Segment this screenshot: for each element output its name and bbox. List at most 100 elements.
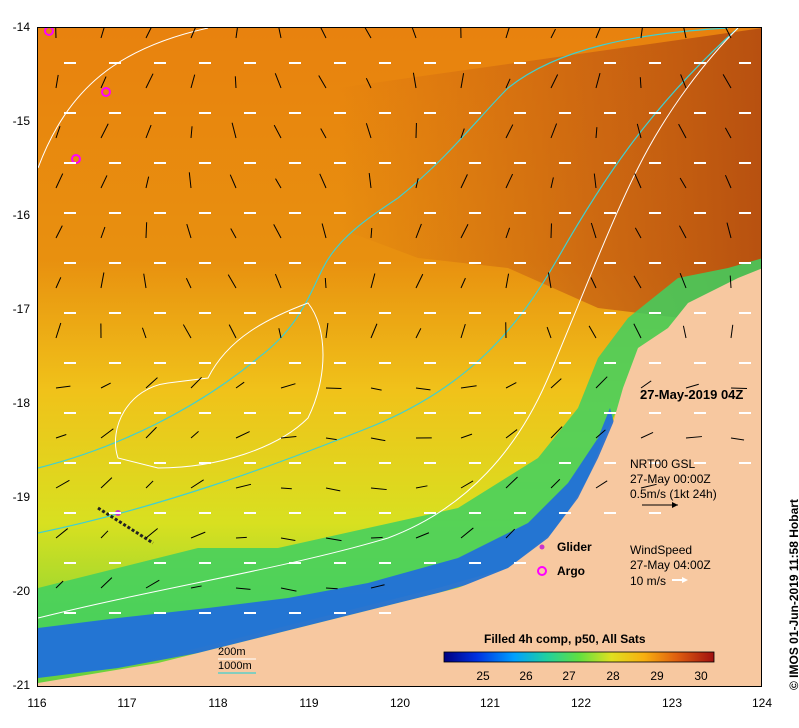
current-arrow [412,72,417,89]
current-arrow [722,74,732,89]
colorbar-tick-label: 25 [476,669,490,683]
current-arrow [275,178,282,189]
current-arrow [190,531,206,539]
current-arrow [235,28,238,39]
current-arrow [235,483,252,489]
current-arrow [679,225,687,239]
current-arrow [55,74,59,89]
current-arrow [415,532,430,539]
current-arrow [415,387,431,391]
current-arrow [460,73,465,89]
current-arrow [590,277,597,289]
current-arrow [460,277,466,289]
current-arrow [280,587,297,592]
current-arrow [505,28,510,39]
current-arrow [726,222,732,239]
current-arrow [370,227,373,239]
current-arrow [235,431,250,439]
current-arrow [550,426,563,439]
current-arrow [321,223,327,239]
current-arrow [547,272,552,289]
y-tick-label: -15 [12,114,30,128]
current-arrow [370,437,386,442]
colorbar [443,651,715,663]
current-arrow [730,437,745,441]
y-tick-label: -19 [12,490,30,504]
isobath-200m-north [38,28,209,169]
x-tick-label: 120 [389,696,411,710]
isobath-200-label: 200m [218,646,246,658]
colorbar-tick-label: 29 [650,669,664,683]
current-arrow [190,28,196,39]
current-arrow [55,479,70,489]
wind-product-label: WindSpeed [630,543,693,557]
warm-water-band [338,28,761,328]
current-arrow [460,385,477,389]
current-arrow [100,272,105,289]
current-arrow [460,480,474,489]
current-arrow [100,530,109,539]
current-arrow [145,528,158,539]
current-arrow [370,273,376,289]
current-arrow [280,537,296,541]
current-arrow [55,173,64,189]
current-arrow [730,324,734,339]
current-arrow [320,128,327,139]
colorbar-tick-label: 26 [519,669,533,683]
current-arrow [100,428,114,439]
current-arrow [145,426,157,439]
current-arrow [100,226,106,239]
current-date-label: 27-May 00:00Z [630,472,711,486]
current-arrow [633,275,642,289]
current-arrow [505,78,511,89]
x-tick-label: 121 [479,696,501,710]
current-arrow [724,174,732,189]
current-arrow [280,383,296,389]
current-arrow [460,128,465,139]
current-arrow [505,173,514,189]
current-arrow [505,476,518,489]
current-arrow [190,431,199,439]
current-arrow [278,28,282,39]
current-arrow [364,28,372,39]
x-tick-label: 122 [570,696,592,710]
current-arrow [505,273,510,289]
current-arrow [230,228,237,239]
current-arrow [100,175,108,189]
colorbar-title: Filled 4h comp, p50, All Sats [484,632,646,646]
sst-map [38,28,761,686]
current-scale-label: 0.5m/s (1kt 24h) [630,487,717,501]
current-arrow [143,273,147,289]
current-arrow [324,277,327,289]
land-mass [38,268,761,686]
current-arrow [550,378,562,389]
glider-legend-marker [539,544,545,550]
isobath-1000m-south [38,28,739,534]
colorbar-tick-label: 30 [694,669,708,683]
current-arrows [55,28,751,614]
current-arrow [460,527,474,539]
current-arrow [273,224,282,239]
current-arrow [235,381,245,389]
current-arrow [365,77,372,89]
current-arrow [595,28,601,39]
current-arrow [505,429,518,439]
current-arrow [415,223,422,239]
current-arrow [550,123,558,139]
map-panel [37,27,762,687]
isobath-1000-label: 1000m [218,660,252,672]
current-arrow [505,124,514,139]
current-arrow [55,322,62,339]
y-tick-label: -21 [12,678,30,692]
wind-date-label: 27-May 04:00Z [630,558,711,572]
current-arrow [319,173,327,189]
y-tick-label: -14 [12,20,30,34]
current-arrow [595,480,608,489]
current-arrow [678,123,687,139]
current-arrow [145,222,148,239]
current-arrow [235,536,247,539]
current-arrow [370,387,382,391]
current-arrow [679,177,687,189]
current-arrow [190,126,193,139]
current-arrow [550,478,561,489]
